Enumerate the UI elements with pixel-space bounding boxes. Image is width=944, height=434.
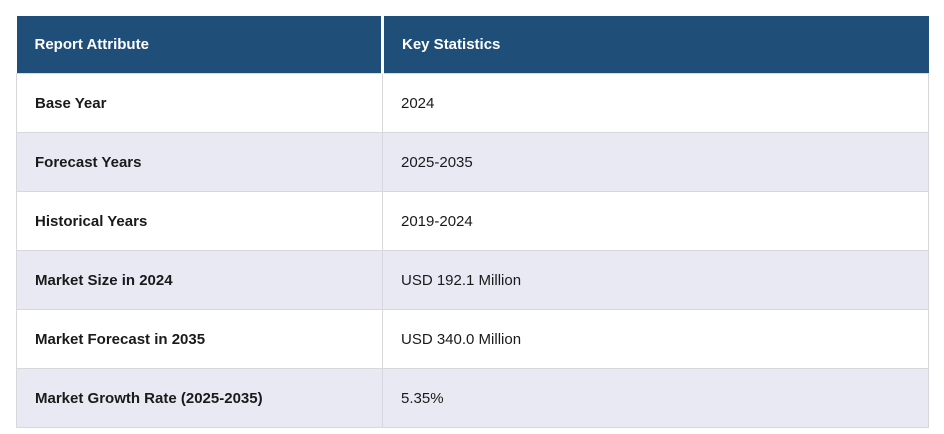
attribute-cell: Base Year <box>16 73 383 133</box>
value-cell: 2019-2024 <box>382 191 929 251</box>
attribute-cell: Market Forecast in 2035 <box>16 309 383 369</box>
attribute-cell: Market Growth Rate (2025-2035) <box>16 368 383 428</box>
header-row: Report Attribute Key Statistics <box>16 16 929 74</box>
attribute-cell: Market Size in 2024 <box>16 250 383 310</box>
value-cell: 5.35% <box>382 368 929 428</box>
table-row: Base Year 2024 <box>16 73 929 133</box>
attribute-cell: Historical Years <box>16 191 383 251</box>
report-statistics-table: Report Attribute Key Statistics Base Yea… <box>16 16 929 428</box>
column-header-key-statistics: Key Statistics <box>382 16 929 74</box>
value-cell: 2024 <box>382 73 929 133</box>
table-row: Market Forecast in 2035 USD 340.0 Millio… <box>16 309 929 369</box>
key-statistics-table: Report Attribute Key Statistics Base Yea… <box>16 16 929 428</box>
value-cell: 2025-2035 <box>382 132 929 192</box>
table-row: Historical Years 2019-2024 <box>16 191 929 251</box>
column-header-report-attribute: Report Attribute <box>16 16 384 74</box>
table-row: Market Size in 2024 USD 192.1 Million <box>16 250 929 310</box>
value-cell: USD 340.0 Million <box>382 309 929 369</box>
value-cell: USD 192.1 Million <box>382 250 929 310</box>
table-row: Forecast Years 2025-2035 <box>16 132 929 192</box>
attribute-cell: Forecast Years <box>16 132 383 192</box>
table-row: Market Growth Rate (2025-2035) 5.35% <box>16 368 929 428</box>
